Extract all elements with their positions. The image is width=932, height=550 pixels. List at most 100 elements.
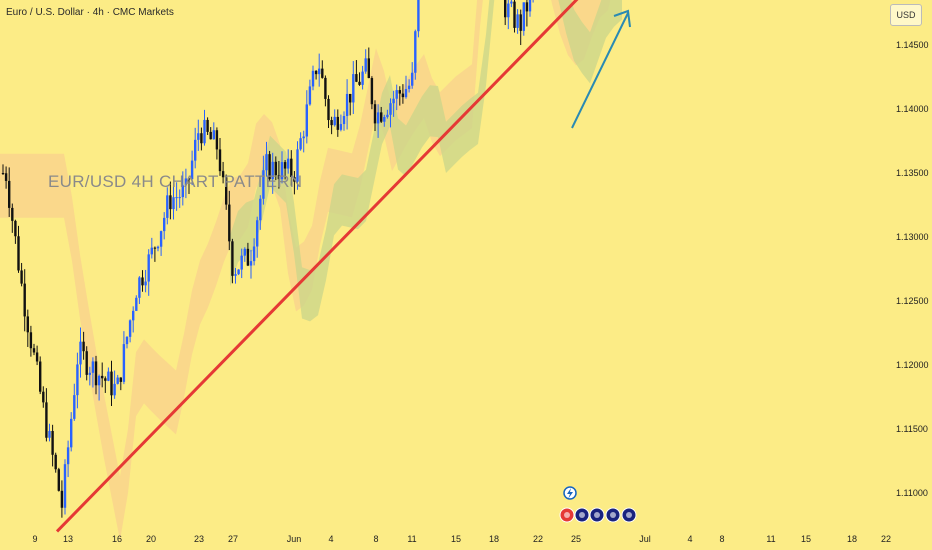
candle-body [361, 71, 364, 85]
candle-body [122, 344, 126, 382]
candle-body [528, 0, 532, 12]
candle-body [32, 348, 36, 353]
candle-body [373, 104, 377, 124]
x-tick-label: 15 [801, 534, 811, 544]
candle-body [116, 377, 119, 384]
candle-body [411, 72, 414, 86]
candle-body [132, 310, 135, 321]
y-tick-label: 1.11000 [896, 488, 928, 498]
candle-body [299, 138, 302, 150]
candle-body [355, 74, 358, 82]
candle-body [386, 114, 389, 118]
x-tick-label: 13 [63, 534, 73, 544]
ascending-trendline [55, 0, 579, 533]
candle-body [88, 372, 91, 375]
candle-body [262, 170, 265, 199]
candle-body [63, 464, 67, 508]
x-tick-label: 11 [766, 534, 775, 544]
candle-body [256, 220, 259, 247]
candle-body [305, 104, 308, 137]
candle-body [321, 68, 324, 78]
candle-body [507, 3, 510, 18]
candle-body [380, 112, 383, 122]
candle-body [1, 173, 5, 174]
candle-body [237, 269, 240, 275]
candle-body [175, 197, 178, 199]
candle-body [311, 70, 315, 87]
lightning-glyph [567, 488, 573, 499]
x-tick-label: Jun [287, 534, 302, 544]
candles [1, 0, 534, 518]
candle-body [197, 133, 200, 140]
x-tick-label: 4 [328, 534, 333, 544]
candle-body [60, 490, 64, 508]
candle-body [79, 341, 82, 365]
candle-body [349, 93, 352, 103]
candle-body [314, 70, 318, 75]
projection-arrow [571, 12, 629, 129]
candle-body [283, 162, 287, 169]
economic-event-icon-inner [579, 512, 585, 518]
candle-body [339, 124, 343, 130]
currency-button[interactable]: USD [890, 4, 922, 26]
candle-body [29, 332, 33, 349]
candle-body [215, 130, 219, 150]
y-tick-label: 1.14500 [896, 40, 929, 50]
candle-body [144, 281, 147, 286]
candle-body [333, 116, 336, 126]
x-tick-label: 16 [112, 534, 122, 544]
y-tick-label: 1.13000 [896, 232, 929, 242]
x-tick-label: 11 [407, 534, 416, 544]
candle-body [147, 254, 150, 282]
candle-body [293, 177, 296, 182]
candle-body [342, 116, 346, 125]
candle-body [252, 246, 256, 262]
candle-body [57, 469, 60, 491]
candle-body [522, 2, 525, 31]
x-tick-label: 8 [373, 534, 378, 544]
candle-body [302, 136, 305, 139]
candle-body [153, 247, 157, 249]
candle-body [66, 447, 70, 465]
x-tick-label: 4 [687, 534, 692, 544]
candle-body [39, 361, 42, 392]
candle-body [330, 120, 333, 126]
candle-body [48, 430, 51, 438]
candle-body [107, 371, 110, 381]
candle-body [513, 1, 516, 28]
candle-body [178, 197, 181, 199]
candle-body [104, 378, 107, 381]
candle-body [336, 116, 339, 130]
candle-body [200, 133, 203, 144]
candle-body [73, 395, 76, 419]
candle-body [159, 231, 163, 247]
candle-body [504, 0, 507, 18]
candle-body [101, 375, 104, 379]
candle-body [23, 283, 26, 317]
candle-body [166, 195, 169, 218]
candle-body [94, 361, 98, 386]
candle-body [138, 277, 141, 298]
economic-event-icon-inner [594, 512, 600, 518]
candle-body [318, 68, 321, 75]
candle-body [265, 154, 268, 171]
candle-body [401, 93, 405, 98]
candle-body [8, 180, 11, 208]
x-tick-label: 9 [32, 534, 37, 544]
candle-body [169, 195, 172, 210]
drawing-layer: TARGET [55, 0, 631, 533]
candle-body [296, 149, 299, 182]
candle-body [277, 175, 281, 180]
x-tick-label: 18 [489, 534, 499, 544]
ichimoku-cloud [0, 0, 622, 541]
x-tick-label: 22 [881, 534, 891, 544]
candle-body [35, 352, 39, 362]
candle-body [209, 131, 212, 140]
candle-body [119, 377, 122, 382]
candle-body [11, 207, 14, 221]
candle-body [190, 160, 194, 180]
candle-body [187, 178, 191, 180]
event-markers [559, 486, 637, 523]
x-tick-label: 18 [847, 534, 857, 544]
